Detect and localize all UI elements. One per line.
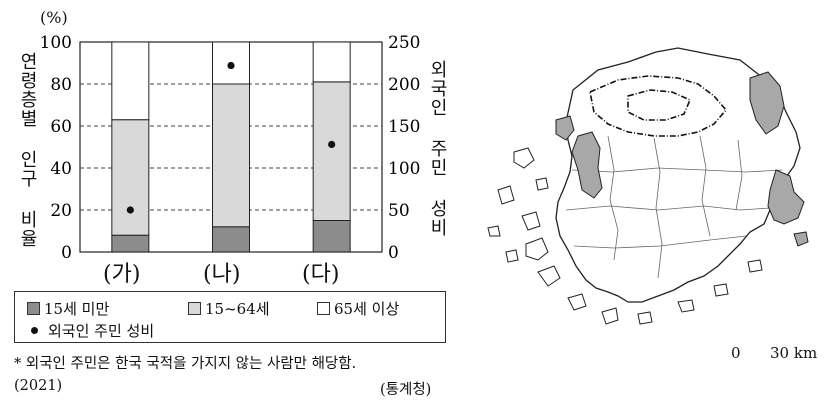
legend-label: 15세 미만 — [44, 300, 110, 318]
scale-label-zero: 0 — [731, 344, 741, 362]
stacked-bar-chart: 0 20 40 60 80 100 0 50 100 150 200 250 — [40, 33, 421, 263]
map-islands — [487, 147, 763, 325]
bars — [111, 41, 351, 253]
bar-segment — [111, 234, 150, 253]
y2-tick-label: 250 — [388, 33, 420, 53]
legend-swatch — [317, 302, 330, 315]
sex-ratio-point — [227, 61, 235, 70]
bar-segment — [111, 119, 150, 236]
map-northern-boundary — [589, 75, 728, 137]
y-tick-label: 20 — [50, 201, 72, 221]
sex-ratio-points — [126, 61, 336, 214]
legend-item: 15~64세 — [188, 298, 270, 319]
map-inner-boundary — [627, 89, 692, 121]
legend-item: 15세 미만 — [27, 298, 109, 319]
source-note: (통계청) — [380, 382, 432, 398]
sex-ratio-point — [328, 140, 336, 149]
legend-label: 외국인 주민 성비 — [48, 322, 155, 340]
bar-segment — [312, 81, 351, 222]
y-tick-label: 80 — [50, 75, 72, 95]
y2-tick-label: 150 — [388, 117, 420, 137]
map-region-highlight-southeast — [767, 169, 805, 225]
legend: 15세 미만 15~64세 65세 이상 외국인 주민 성비 — [14, 291, 446, 343]
y-tick-label: 100 — [40, 33, 72, 53]
map-region-highlight-southeast-island — [793, 231, 809, 247]
category-label: (가) — [103, 262, 141, 287]
legend-item: 외국인 주민 성비 — [27, 320, 154, 341]
y2-tick-label: 50 — [388, 201, 410, 221]
y-axis-label: 연령층별 인구 비율 — [17, 52, 38, 248]
region-map — [487, 47, 809, 325]
sex-ratio-point — [126, 206, 134, 214]
bar-segment — [312, 41, 351, 83]
category-label: (나) — [203, 262, 241, 287]
y-tick-label: 40 — [50, 159, 72, 179]
bar-segment — [212, 226, 250, 253]
bar-segment — [212, 83, 250, 228]
legend-swatch — [27, 302, 40, 315]
legend-dot-marker — [31, 327, 38, 334]
y2-tick-label: 200 — [388, 75, 420, 95]
legend-swatch — [188, 302, 201, 315]
legend-label: 15~64세 — [205, 300, 270, 318]
year-note: (2021) — [14, 378, 63, 394]
legend-item: 65세 이상 — [317, 298, 399, 319]
axis-ticks: 0 20 40 60 80 100 0 50 100 150 200 250 — [40, 33, 421, 263]
y-tick-label: 60 — [50, 117, 72, 137]
y2-tick-label: 0 — [388, 243, 399, 263]
y2-axis-label: 외국인 주민 성비 — [427, 60, 448, 237]
bar-segment — [111, 41, 150, 121]
y2-tick-label: 100 — [388, 159, 420, 179]
footnote: * 외국인 주민은 한국 국적을 가지지 않는 사람만 해당함. — [14, 356, 357, 372]
map-region-highlight-west-island — [555, 115, 575, 141]
map-region-highlight-west — [571, 131, 603, 199]
scale-label-distance: 30 km — [770, 344, 818, 362]
y-tick-label: 0 — [61, 243, 72, 263]
legend-label: 65세 이상 — [334, 300, 400, 318]
map-region-highlight-northeast — [749, 71, 785, 135]
bar-segment — [312, 220, 351, 253]
map-district-lines — [565, 135, 783, 279]
y-axis-unit: (%) — [40, 8, 68, 27]
category-label: (다) — [302, 262, 340, 287]
